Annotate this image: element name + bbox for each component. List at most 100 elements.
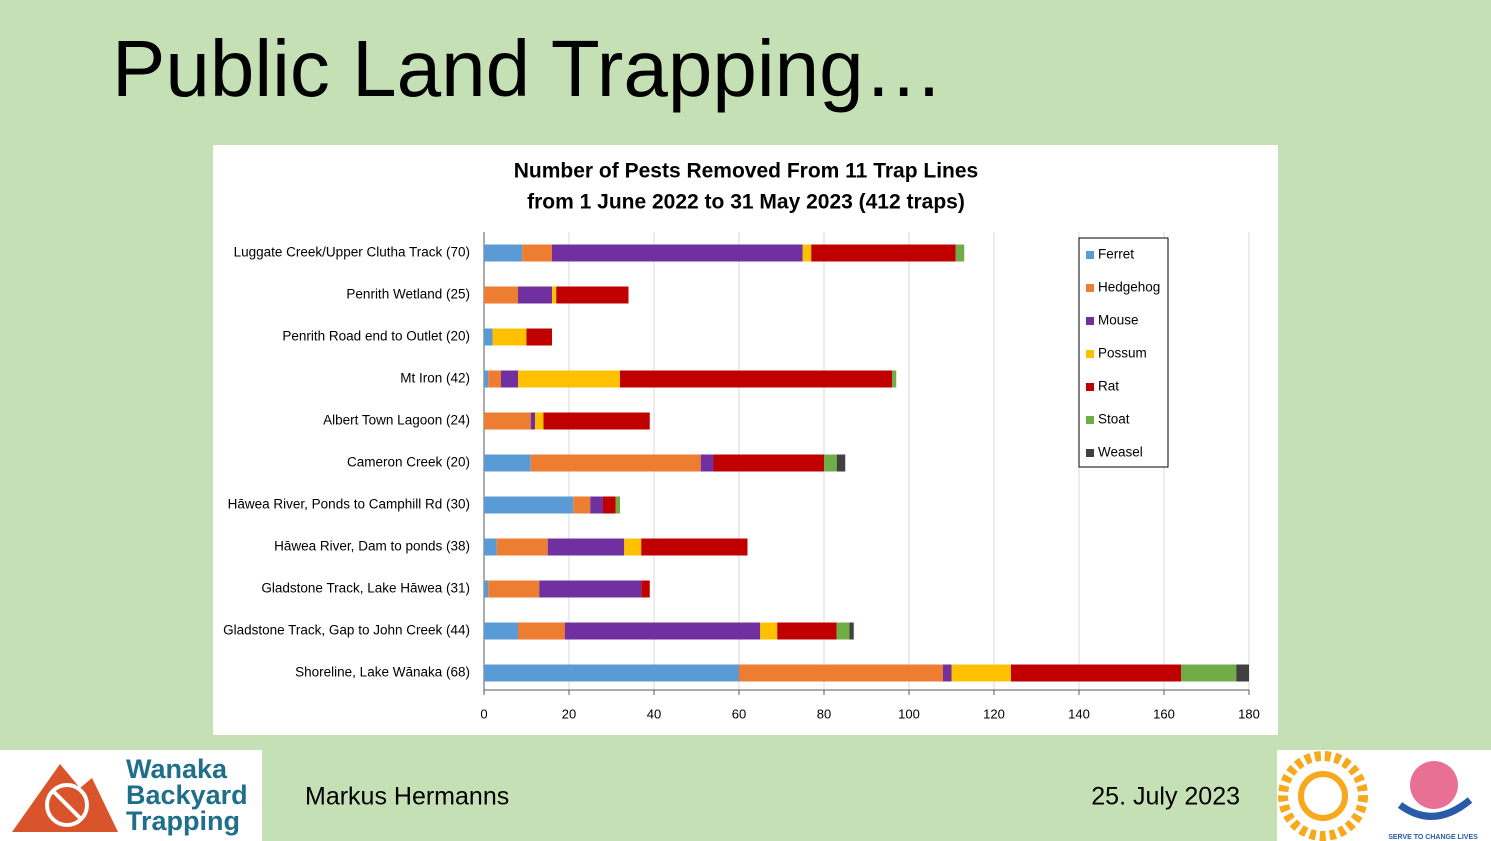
bar-segment bbox=[1236, 664, 1249, 682]
bar-segment bbox=[522, 244, 552, 262]
bar-segment bbox=[564, 622, 761, 640]
bar-segment bbox=[543, 412, 650, 430]
y-tick-label: Albert Town Lagoon (24) bbox=[323, 413, 470, 428]
logo-sign bbox=[45, 783, 89, 827]
x-tick-label: 180 bbox=[1238, 706, 1260, 721]
bar-segment bbox=[573, 496, 591, 514]
bar-segment bbox=[539, 580, 642, 598]
legend-swatch bbox=[1086, 317, 1094, 325]
x-tick-label: 140 bbox=[1068, 706, 1090, 721]
rotary-wheel bbox=[1278, 751, 1368, 841]
slide-title: Public Land Trapping… bbox=[112, 24, 944, 113]
x-tick-label: 40 bbox=[647, 706, 661, 721]
bar-segment bbox=[1011, 664, 1181, 682]
logo-mountain bbox=[12, 764, 118, 832]
legend-label: Possum bbox=[1098, 346, 1147, 361]
legend-label: Mouse bbox=[1098, 313, 1139, 328]
x-tick-label: 0 bbox=[480, 706, 487, 721]
y-tick-label: Luggate Creek/Upper Clutha Track (70) bbox=[234, 245, 470, 260]
bar-segment bbox=[713, 454, 824, 472]
bar-segment bbox=[518, 622, 565, 640]
legend-label: Hedgehog bbox=[1098, 280, 1160, 295]
legend-swatch bbox=[1086, 449, 1094, 457]
bar-segment bbox=[484, 622, 518, 640]
bar-segment bbox=[552, 244, 803, 262]
serve-hand bbox=[1397, 797, 1473, 820]
y-tick-label: Gladstone Track, Lake Hāwea (31) bbox=[261, 581, 470, 596]
bar-segment bbox=[484, 286, 518, 304]
y-tick-label: Penrith Road end to Outlet (20) bbox=[282, 329, 470, 344]
x-tick-label: 20 bbox=[562, 706, 576, 721]
x-tick-label: 60 bbox=[732, 706, 746, 721]
bar-segment bbox=[943, 664, 952, 682]
y-tick-label: Hāwea River, Ponds to Camphill Rd (30) bbox=[228, 497, 470, 512]
y-tick-label: Hāwea River, Dam to ponds (38) bbox=[274, 539, 470, 554]
y-tick-label: Cameron Creek (20) bbox=[347, 455, 470, 470]
bar-segment bbox=[556, 286, 629, 304]
bar-segment bbox=[518, 286, 552, 304]
bar-segment bbox=[892, 370, 897, 388]
bar-segment bbox=[836, 454, 846, 472]
bar-segment bbox=[484, 454, 531, 472]
legend-label: Rat bbox=[1098, 379, 1119, 394]
legend-swatch bbox=[1086, 284, 1094, 292]
legend-swatch bbox=[1086, 416, 1094, 424]
bar-segment bbox=[641, 580, 650, 598]
motto: SERVE TO CHANGE LIVES bbox=[1388, 834, 1478, 841]
bar-segment bbox=[535, 412, 544, 430]
bar-segment bbox=[624, 538, 642, 556]
bar-segment bbox=[530, 454, 701, 472]
bar-segment bbox=[739, 664, 943, 682]
bar-segment bbox=[760, 622, 778, 640]
y-tick-label: Shoreline, Lake Wānaka (68) bbox=[295, 665, 470, 680]
bar-segment bbox=[526, 328, 552, 346]
x-tick-label: 160 bbox=[1153, 706, 1175, 721]
bar-segment bbox=[484, 496, 574, 514]
chart-subtitle: from 1 June 2022 to 31 May 2023 (412 tra… bbox=[527, 191, 965, 214]
bar-segment bbox=[501, 370, 518, 388]
bar-segment bbox=[484, 580, 489, 598]
bar-segment bbox=[836, 622, 850, 640]
bar-segment bbox=[811, 244, 956, 262]
bar-segment bbox=[1181, 664, 1237, 682]
bar-segment bbox=[488, 580, 540, 598]
rotary-hub bbox=[1298, 771, 1348, 821]
legend-swatch bbox=[1086, 350, 1094, 358]
x-tick-label: 100 bbox=[898, 706, 920, 721]
bar-segment bbox=[484, 244, 523, 262]
x-tick-label: 80 bbox=[817, 706, 831, 721]
logo-text: Backyard bbox=[126, 780, 248, 810]
date: 25. July 2023 bbox=[1091, 783, 1240, 811]
bar-segment bbox=[777, 622, 837, 640]
bar-segment bbox=[530, 412, 535, 430]
bar-segment bbox=[620, 370, 892, 388]
bar-segment bbox=[496, 538, 548, 556]
x-tick-label: 120 bbox=[983, 706, 1005, 721]
bar-segment bbox=[518, 370, 620, 388]
bar-segment bbox=[824, 454, 837, 472]
logo-slash bbox=[51, 789, 83, 821]
author: Markus Hermanns bbox=[305, 783, 509, 811]
logo-text: Trapping bbox=[126, 806, 240, 836]
bar-segment bbox=[492, 328, 527, 346]
legend-label: Stoat bbox=[1098, 412, 1130, 427]
bar-segment bbox=[484, 412, 531, 430]
bar-segment bbox=[641, 538, 748, 556]
bar-segment bbox=[951, 664, 1011, 682]
bar-segment bbox=[802, 244, 812, 262]
serve-logo bbox=[1410, 761, 1458, 809]
bar-segment bbox=[590, 496, 603, 514]
legend-swatch bbox=[1086, 251, 1094, 259]
chart-title: Number of Pests Removed From 11 Trap Lin… bbox=[514, 160, 978, 183]
logo-text: Wanaka bbox=[126, 754, 228, 784]
legend-label: Weasel bbox=[1098, 445, 1143, 460]
bar-segment bbox=[484, 370, 489, 388]
y-tick-label: Penrith Wetland (25) bbox=[346, 287, 470, 302]
y-tick-label: Mt Iron (42) bbox=[400, 371, 470, 386]
legend-label: Ferret bbox=[1098, 247, 1134, 262]
bar-segment bbox=[547, 538, 625, 556]
y-tick-label: Gladstone Track, Gap to John Creek (44) bbox=[223, 623, 470, 638]
bar-segment bbox=[552, 286, 557, 304]
bar-segment bbox=[615, 496, 620, 514]
